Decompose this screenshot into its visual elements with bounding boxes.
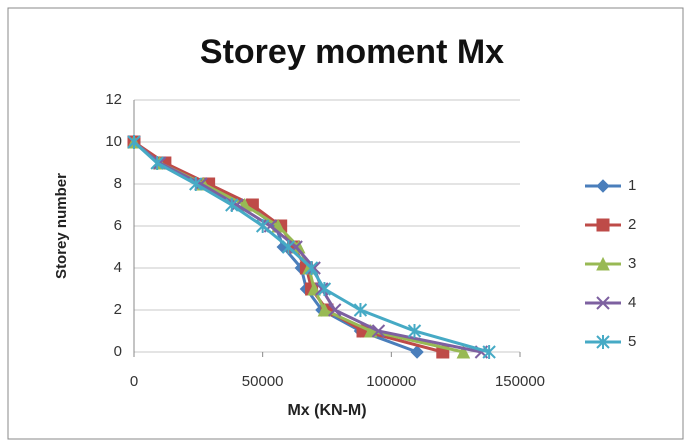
y-tick-label: 4 bbox=[114, 259, 122, 276]
marker bbox=[127, 135, 141, 149]
marker bbox=[328, 303, 342, 317]
marker bbox=[281, 240, 296, 254]
chart-border bbox=[7, 7, 684, 440]
y-tick-label: 2 bbox=[114, 301, 122, 318]
x-tick-label: 0 bbox=[130, 373, 138, 390]
y-axis-label: Storey number bbox=[53, 173, 70, 279]
legend-label: 3 bbox=[628, 255, 636, 272]
marker bbox=[307, 261, 321, 275]
x-tick-label: 100000 bbox=[366, 373, 416, 390]
marker bbox=[230, 198, 244, 212]
y-tick-label: 0 bbox=[114, 343, 122, 360]
marker bbox=[596, 296, 610, 310]
y-tick-label: 8 bbox=[114, 175, 122, 192]
legend-label: 5 bbox=[628, 333, 636, 350]
marker bbox=[255, 219, 270, 233]
marker bbox=[189, 177, 203, 191]
chart-title: Storey moment Mx bbox=[200, 33, 504, 71]
y-tick-label: 12 bbox=[105, 91, 122, 108]
y-tick-label: 6 bbox=[114, 217, 122, 234]
marker bbox=[482, 345, 496, 359]
marker bbox=[304, 261, 319, 275]
marker bbox=[150, 156, 164, 170]
x-tick-label: 150000 bbox=[495, 373, 545, 390]
marker bbox=[317, 302, 332, 317]
legend-label: 1 bbox=[628, 177, 636, 194]
marker bbox=[371, 324, 386, 338]
x-tick-label: 50000 bbox=[242, 373, 284, 390]
legend-label: 2 bbox=[628, 216, 636, 233]
marker bbox=[596, 256, 610, 271]
x-axis-label: Mx (KN-M) bbox=[287, 402, 366, 419]
marker bbox=[363, 323, 378, 338]
marker bbox=[596, 218, 610, 232]
marker bbox=[315, 282, 329, 296]
marker bbox=[456, 344, 471, 359]
marker bbox=[225, 198, 239, 212]
legend-label: 4 bbox=[628, 294, 636, 311]
marker bbox=[317, 282, 332, 296]
marker bbox=[407, 324, 422, 338]
y-tick-label: 10 bbox=[105, 133, 122, 150]
marker bbox=[596, 335, 610, 349]
marker bbox=[410, 345, 424, 359]
marker bbox=[596, 179, 610, 193]
marker bbox=[307, 281, 321, 296]
marker bbox=[353, 303, 368, 317]
